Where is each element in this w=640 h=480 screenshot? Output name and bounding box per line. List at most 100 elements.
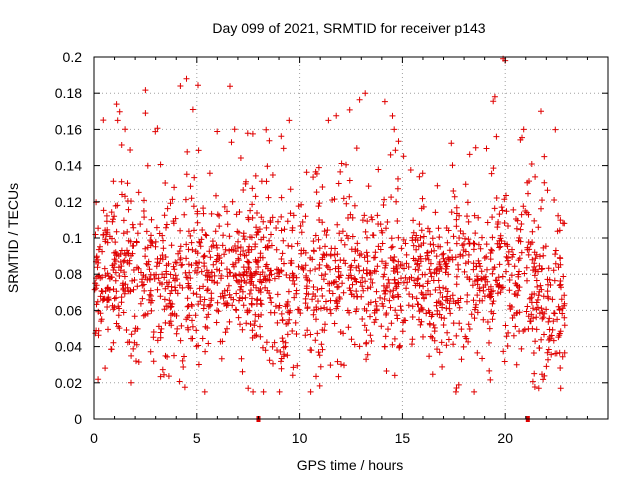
data-point bbox=[232, 306, 239, 313]
data-point bbox=[318, 285, 325, 292]
data-point bbox=[331, 320, 338, 327]
data-point bbox=[449, 292, 456, 299]
data-point bbox=[561, 322, 568, 329]
data-point bbox=[471, 278, 478, 285]
data-point bbox=[167, 304, 174, 311]
data-point bbox=[520, 126, 527, 133]
chart-title: Day 099 of 2021, SRMTID for receiver p14… bbox=[212, 20, 485, 36]
data-point bbox=[240, 302, 247, 309]
data-point bbox=[269, 214, 276, 221]
data-point bbox=[176, 248, 183, 254]
data-point bbox=[426, 228, 433, 235]
data-point bbox=[422, 255, 429, 262]
data-point bbox=[335, 263, 342, 270]
data-point bbox=[252, 193, 259, 200]
data-point bbox=[118, 178, 125, 185]
data-point bbox=[100, 296, 107, 303]
data-point bbox=[561, 300, 568, 307]
data-point bbox=[540, 252, 547, 259]
data-point bbox=[235, 257, 242, 264]
data-point bbox=[130, 267, 137, 273]
data-point bbox=[509, 315, 516, 321]
data-point bbox=[185, 261, 192, 268]
data-point bbox=[418, 289, 425, 296]
data-point bbox=[483, 253, 490, 260]
y-tick-label: 0.06 bbox=[55, 302, 82, 318]
data-point bbox=[239, 368, 246, 375]
data-point bbox=[267, 309, 274, 316]
data-point bbox=[442, 261, 449, 268]
data-point bbox=[310, 247, 317, 254]
data-point bbox=[436, 311, 443, 318]
data-point bbox=[481, 274, 487, 281]
data-point bbox=[125, 250, 132, 257]
data-point bbox=[387, 288, 394, 295]
data-point bbox=[282, 343, 289, 350]
data-point bbox=[379, 300, 386, 307]
data-point bbox=[142, 245, 149, 252]
data-point bbox=[168, 303, 175, 310]
data-point bbox=[315, 349, 322, 356]
data-point bbox=[134, 230, 141, 237]
data-point bbox=[184, 324, 191, 331]
data-point bbox=[249, 214, 256, 221]
data-point bbox=[167, 318, 174, 325]
data-point bbox=[450, 298, 457, 305]
data-point bbox=[266, 137, 273, 144]
data-point bbox=[291, 281, 298, 288]
data-point bbox=[468, 311, 475, 318]
data-point bbox=[181, 353, 187, 360]
data-point bbox=[269, 172, 276, 178]
y-tick-label: 0.18 bbox=[55, 85, 82, 101]
data-point bbox=[218, 260, 225, 267]
data-point bbox=[429, 334, 436, 341]
data-point bbox=[449, 162, 456, 169]
data-point bbox=[474, 349, 481, 356]
data-point bbox=[399, 328, 406, 335]
data-point bbox=[213, 192, 219, 199]
data-point bbox=[271, 339, 278, 346]
data-point bbox=[147, 348, 154, 355]
data-point bbox=[315, 164, 322, 171]
data-point bbox=[481, 255, 488, 261]
data-point bbox=[163, 221, 170, 228]
data-point bbox=[259, 269, 266, 276]
data-point bbox=[472, 144, 479, 151]
data-point bbox=[502, 322, 509, 329]
data-point bbox=[490, 98, 497, 105]
data-point bbox=[551, 197, 558, 203]
data-point bbox=[436, 234, 443, 241]
data-point bbox=[535, 385, 542, 392]
data-point bbox=[210, 242, 217, 249]
data-point bbox=[380, 282, 387, 289]
data-point bbox=[276, 302, 283, 309]
data-point bbox=[127, 147, 134, 153]
data-point bbox=[393, 283, 400, 290]
data-point bbox=[208, 210, 215, 217]
data-point bbox=[369, 279, 376, 286]
data-point bbox=[255, 313, 262, 320]
data-point bbox=[163, 279, 170, 286]
data-point bbox=[280, 338, 286, 345]
data-point bbox=[385, 276, 392, 283]
data-point bbox=[319, 293, 326, 299]
data-point bbox=[172, 284, 178, 291]
data-point bbox=[197, 298, 204, 305]
data-point bbox=[264, 244, 271, 251]
data-point bbox=[383, 310, 390, 317]
data-point bbox=[446, 305, 453, 312]
data-point bbox=[159, 281, 165, 288]
data-point bbox=[557, 365, 564, 371]
data-point bbox=[333, 297, 339, 304]
data-point bbox=[267, 219, 274, 226]
data-point bbox=[115, 253, 122, 259]
data-point bbox=[243, 268, 250, 275]
y-tick-label: 0.14 bbox=[55, 158, 82, 174]
data-point bbox=[413, 246, 420, 253]
data-point bbox=[124, 247, 130, 254]
data-point bbox=[500, 348, 507, 355]
data-point bbox=[409, 336, 416, 343]
data-point bbox=[216, 223, 223, 230]
data-point bbox=[216, 212, 223, 219]
data-point bbox=[120, 286, 127, 293]
